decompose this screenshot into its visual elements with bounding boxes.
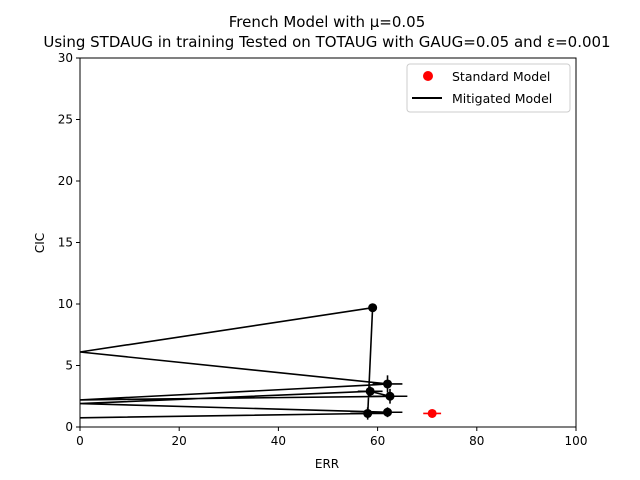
x-tick-label: 80 [469, 434, 484, 448]
x-tick-label: 0 [76, 434, 84, 448]
y-tick-label: 0 [65, 420, 73, 434]
y-tick-label: 30 [58, 51, 73, 65]
legend: Standard Model Mitigated Model [406, 63, 571, 113]
legend-frame [406, 63, 571, 113]
axes-frame [79, 57, 577, 428]
legend-marker-standard [423, 71, 433, 81]
x-tick-label: 20 [172, 434, 187, 448]
data-point-mitigated [368, 303, 378, 313]
data-point-mitigated [363, 408, 373, 418]
chart-subtitle: Using STDAUG in training Tested on TOTAU… [43, 33, 610, 51]
x-tick-label: 100 [565, 434, 588, 448]
y-tick-label: 15 [58, 236, 73, 250]
legend-label-mitigated: Mitigated Model [452, 91, 552, 106]
x-tick-label: 40 [271, 434, 286, 448]
y-tick-label: 5 [65, 359, 73, 373]
data-point-mitigated [383, 407, 393, 417]
chart-title: French Model with μ=0.05 [229, 13, 426, 31]
y-tick-label: 20 [58, 174, 73, 188]
legend-label-standard: Standard Model [452, 69, 550, 84]
data-point-standard [427, 408, 437, 418]
y-tick-label: 25 [58, 113, 73, 127]
data-point-mitigated [385, 391, 395, 401]
series-line-mitigated [79, 306, 391, 419]
y-tick-label: 10 [58, 297, 73, 311]
x-axis-label: ERR [315, 457, 339, 471]
data-point-mitigated [383, 379, 393, 389]
plot-area: 0 20 40 60 80 100 0 5 10 15 20 25 30 [58, 51, 588, 448]
y-axis-label: CIC [33, 233, 47, 253]
x-tick-label: 60 [370, 434, 385, 448]
data-point-mitigated [365, 386, 375, 396]
